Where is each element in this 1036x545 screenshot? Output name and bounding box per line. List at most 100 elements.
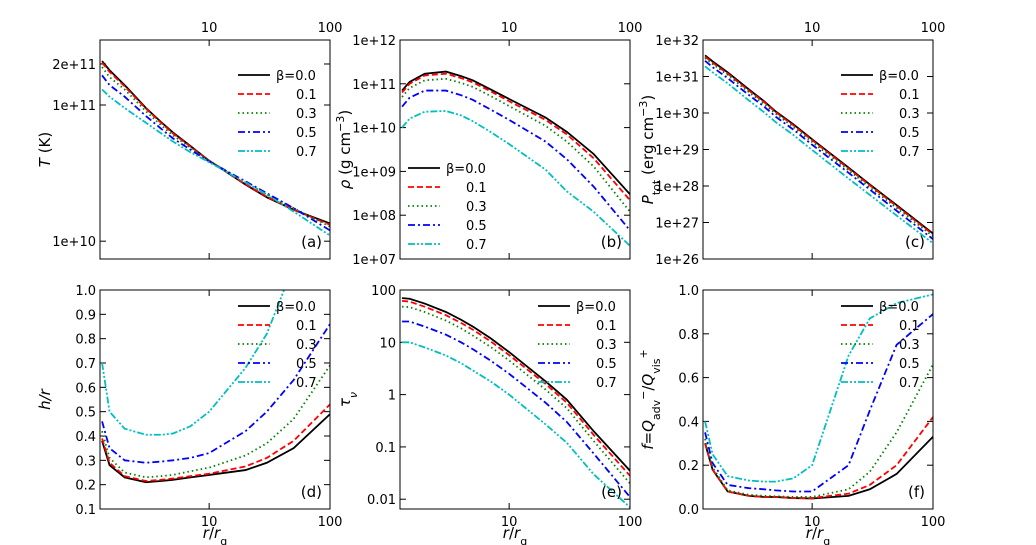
y-axis-label: τν bbox=[336, 392, 360, 407]
legend-label: β=0.0 bbox=[276, 300, 316, 315]
legend-label: 0.3 bbox=[466, 200, 487, 215]
y-tick-label: 1e+11 bbox=[352, 78, 396, 93]
series-line bbox=[402, 305, 630, 485]
y-tick-label: 1e+29 bbox=[655, 144, 699, 159]
x-axis-label: r/rg bbox=[806, 524, 830, 545]
legend-label: 0.7 bbox=[899, 376, 920, 391]
series-group bbox=[101, 60, 330, 237]
y-tick-label: 1e+07 bbox=[352, 253, 396, 268]
y-axis-label-part: − bbox=[637, 391, 650, 400]
series-line bbox=[101, 61, 330, 226]
y-tick-label: 0.1 bbox=[375, 441, 396, 456]
x-tick-label: 100 bbox=[318, 21, 343, 36]
series-line bbox=[101, 88, 330, 237]
legend-label: 0.5 bbox=[596, 357, 617, 372]
series-line bbox=[401, 297, 630, 472]
series-line bbox=[704, 293, 933, 483]
x-tick-label: 100 bbox=[618, 21, 643, 36]
y-tick-label: 0.1 bbox=[75, 503, 96, 518]
y-axis-label: T (K) bbox=[36, 132, 54, 167]
x-tick-label: 100 bbox=[318, 515, 343, 530]
x-tick-label: 10 bbox=[804, 515, 821, 530]
legend-label: 0.7 bbox=[296, 145, 317, 160]
panel-label: (e) bbox=[601, 483, 622, 501]
series-group bbox=[101, 290, 330, 484]
series-line bbox=[704, 416, 933, 499]
y-tick-label: 1.0 bbox=[75, 284, 96, 299]
legend-label: β=0.0 bbox=[879, 69, 919, 84]
y-tick-label: 0.5 bbox=[75, 406, 96, 421]
legend-label: 0.5 bbox=[899, 126, 920, 141]
legend-label: 0.1 bbox=[296, 88, 317, 103]
x-tick-label: 10 bbox=[201, 515, 218, 530]
y-axis-label-part: h/r bbox=[36, 388, 54, 410]
panel-label: (c) bbox=[905, 233, 925, 251]
y-tick-label: 0.0 bbox=[678, 503, 699, 518]
y-tick-label: 1e+12 bbox=[352, 34, 396, 49]
y-axis-label-part: = bbox=[639, 432, 657, 445]
y-tick-label: 2e+11 bbox=[52, 58, 96, 73]
panel: 1e+07 1e+08 1e+09 1e+10 1e+11 1e+12 10 100 β=0.0… bbox=[334, 21, 643, 268]
series-line bbox=[401, 110, 630, 247]
y-tick-label: 0.3 bbox=[75, 454, 96, 469]
y-axis-label: Ptot (erg cm−3) bbox=[637, 95, 663, 204]
series-line bbox=[402, 341, 630, 508]
panel: 0.0 0.2 0.4 0.6 0.8 1.0 10 100 β=0.0 0.1 0.3 0.5 0.7… bbox=[637, 284, 946, 545]
y-tick-label: 1e+11 bbox=[52, 99, 96, 114]
y-tick-label: 0.4 bbox=[678, 415, 699, 430]
y-tick-label: 0.01 bbox=[367, 493, 396, 508]
series-line bbox=[401, 77, 630, 213]
series-line bbox=[401, 299, 630, 477]
x-axis-label-part: r bbox=[203, 524, 210, 542]
y-tick-label: 0.7 bbox=[75, 357, 96, 372]
y-axis-label-part: (K) bbox=[36, 132, 54, 158]
series-line bbox=[704, 313, 933, 493]
y-tick-label: 1e+26 bbox=[655, 253, 699, 268]
plot-frame bbox=[99, 289, 331, 510]
y-tick-label: 1.0 bbox=[678, 284, 699, 299]
series-line bbox=[704, 65, 933, 244]
plot-frame bbox=[399, 39, 631, 260]
x-axis-label-part: / bbox=[509, 524, 515, 542]
x-axis-label-part: r bbox=[503, 524, 510, 542]
panel: 0.1 0.2 0.3 0.4 0.5 0.6 0.7 0.8 0.9 1.0 10 100 β=0.0… bbox=[36, 284, 343, 545]
series-line bbox=[401, 72, 630, 201]
legend-label: 0.1 bbox=[296, 319, 317, 334]
plot-frame bbox=[702, 39, 934, 260]
series-line bbox=[101, 290, 286, 436]
panel: 0.01 0.1 1 10 100 10 100 β=0.0 0.1 0.3 0.5 0.7 (e) τν… bbox=[336, 284, 642, 545]
series-line bbox=[401, 89, 630, 231]
legend-label: 0.1 bbox=[899, 319, 920, 334]
y-axis-label: f=Qadv−/Qvis+ bbox=[637, 349, 663, 450]
y-axis-label-part: τ bbox=[336, 397, 354, 407]
y-tick-label: 1 bbox=[388, 389, 396, 404]
panel: 2e+11 1e+11 1e+10 10 100 β=0.0 0.1 0.3 0.5 0.7 (a)… bbox=[36, 21, 343, 260]
legend-label: β=0.0 bbox=[276, 69, 316, 84]
y-tick-label: 10 bbox=[379, 336, 396, 351]
y-axis-label: h/r bbox=[36, 388, 54, 410]
panel: 1e+26 1e+27 1e+28 1e+29 1e+30 1e+31 1e+32 10 100… bbox=[637, 21, 946, 268]
y-axis-label-part: ) bbox=[639, 95, 657, 101]
y-tick-label: 0.2 bbox=[678, 459, 699, 474]
y-axis-label-part: −3 bbox=[334, 116, 347, 132]
y-tick-label: 0.4 bbox=[75, 430, 96, 445]
y-tick-label: 1e+10 bbox=[352, 122, 396, 137]
y-axis-label-part: adv bbox=[650, 399, 663, 420]
y-tick-label: 100 bbox=[371, 284, 396, 299]
series-line bbox=[101, 66, 330, 228]
y-tick-label: 0.6 bbox=[678, 372, 699, 387]
y-tick-label: 1e+27 bbox=[655, 217, 699, 232]
y-tick-label: 0.6 bbox=[75, 381, 96, 396]
legend-label: 0.3 bbox=[899, 338, 920, 353]
y-axis-label-part: (g cm bbox=[336, 132, 354, 180]
x-axis-label-part: r bbox=[806, 524, 813, 542]
legend-label: 0.7 bbox=[596, 376, 617, 391]
series-line bbox=[402, 320, 630, 498]
y-axis-label: ρ (g cm−3) bbox=[334, 110, 355, 189]
series-line bbox=[101, 413, 330, 484]
x-tick-label: 10 bbox=[501, 515, 518, 530]
legend-label: 0.5 bbox=[466, 219, 487, 234]
x-axis-label-part: r bbox=[514, 524, 521, 542]
